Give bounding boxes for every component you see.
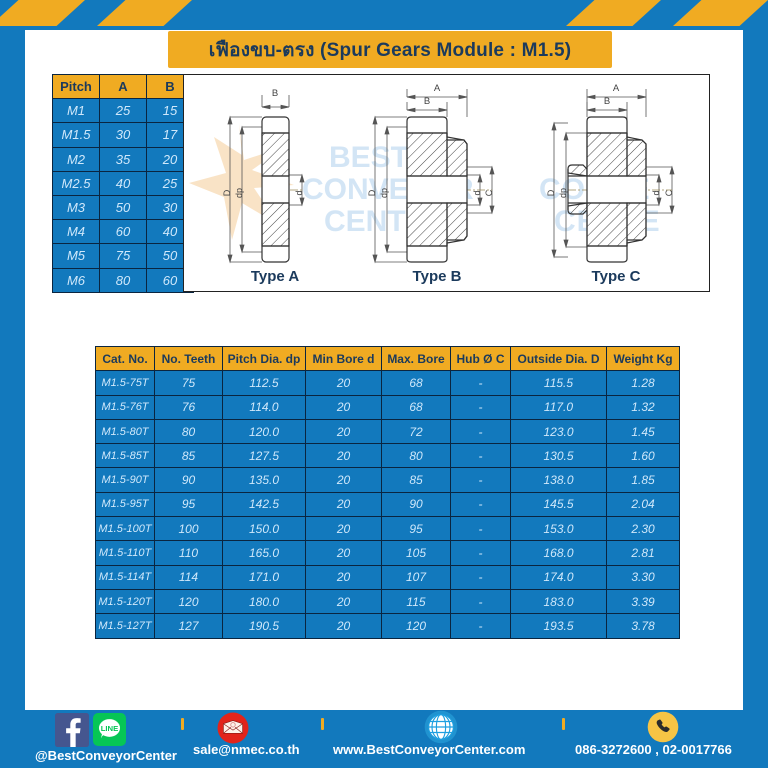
svg-text:dp: dp — [234, 188, 244, 198]
svg-text:dp: dp — [379, 188, 389, 198]
svg-text:A: A — [613, 83, 620, 94]
svg-text:LINE: LINE — [101, 724, 119, 733]
svg-text:dp: dp — [558, 188, 568, 198]
svg-text:d: d — [294, 190, 304, 195]
svg-text:B: B — [272, 88, 278, 99]
svg-text:d: d — [651, 190, 661, 195]
svg-text:D: D — [367, 189, 377, 196]
svg-text:d: d — [472, 190, 482, 195]
svg-text:Type A: Type A — [251, 268, 300, 285]
svg-text:A: A — [434, 83, 441, 94]
svg-text:B: B — [604, 96, 610, 107]
svg-text:D: D — [546, 189, 556, 196]
svg-text:D: D — [222, 189, 232, 196]
svg-text:B: B — [424, 96, 430, 107]
svg-text:Type B: Type B — [413, 268, 462, 285]
svg-text:BEST: BEST — [329, 141, 409, 174]
svg-text:Type C: Type C — [592, 268, 641, 285]
